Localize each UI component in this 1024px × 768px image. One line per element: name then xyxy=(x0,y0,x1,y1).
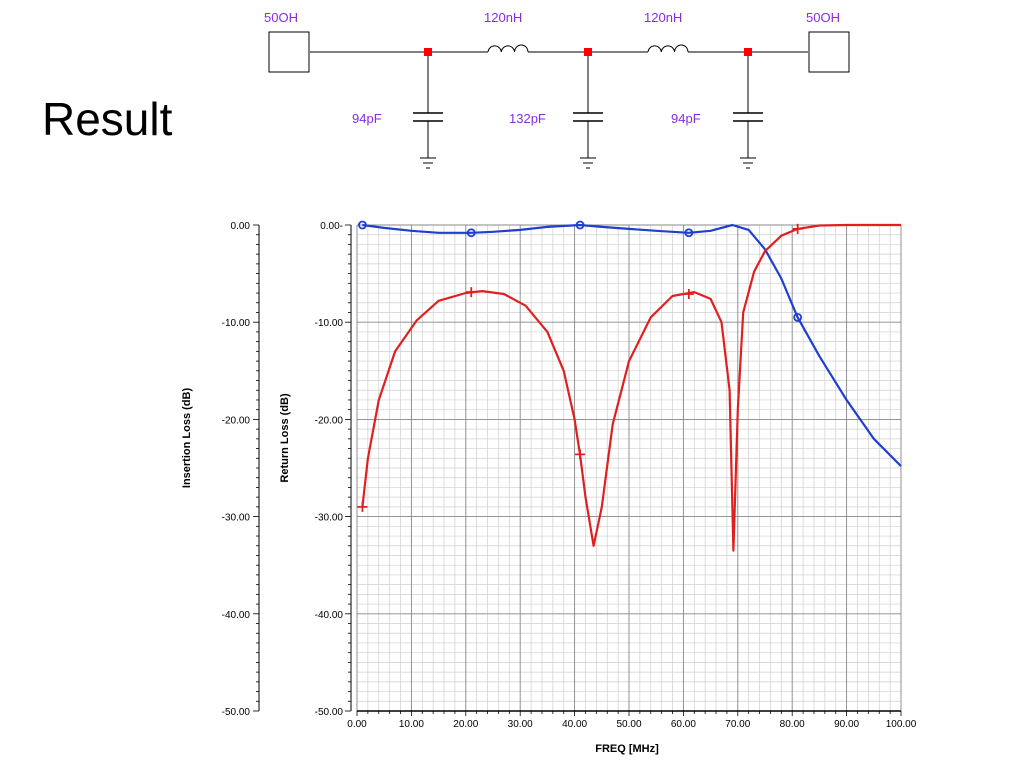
y-right-tick-label: -30.00 xyxy=(315,513,344,524)
series-line-1 xyxy=(362,223,902,467)
cap-3-label: 94pF xyxy=(671,111,701,126)
x-tick-label: 20.00 xyxy=(453,719,478,730)
node-marker-1 xyxy=(424,48,432,56)
series-marker-circle xyxy=(684,228,694,238)
slide-title: Result xyxy=(42,93,173,145)
x-tick-label: 90.00 xyxy=(834,719,859,730)
x-tick-label: 80.00 xyxy=(780,719,805,730)
y-right-tick-label: -10.00 xyxy=(315,318,344,329)
node-marker-2 xyxy=(584,48,592,56)
cap-2-label: 132pF xyxy=(509,111,546,126)
y-right-tick-label: 0.00- xyxy=(320,221,343,232)
port-right-box xyxy=(808,31,850,73)
series-marker-plus xyxy=(466,287,477,298)
x-tick-label: 10.00 xyxy=(399,719,424,730)
y-left-tick-label: -20.00 xyxy=(222,415,251,426)
series-marker-plus xyxy=(792,223,803,234)
x-tick-label: 100.00 xyxy=(886,719,917,730)
y-right-tick-label: -20.00 xyxy=(315,415,344,426)
y-left-tick-label: -10.00 xyxy=(222,318,251,329)
port-right-label: 50OH xyxy=(806,10,840,25)
schematic-diagram: 50OH 50OH 120nH 120nH 94pF 132pF 94pF xyxy=(264,10,850,169)
inductor-1-symbol xyxy=(487,44,529,53)
y-axis-left-ticks: 0.00 -10.00 -20.00 -30.00 -40.00 -50.00 xyxy=(222,221,251,718)
y-axis-right-ticks: 0.00- -10.00 -20.00 -30.00 -40.00 -50.00 xyxy=(315,221,344,718)
port-left-box xyxy=(268,31,310,73)
series-marker-plus xyxy=(683,289,694,300)
series-marker-plus xyxy=(357,501,368,512)
x-tick-label: 30.00 xyxy=(508,719,533,730)
y-left-tick-label: -40.00 xyxy=(222,610,251,621)
cap-1-label: 94pF xyxy=(352,111,382,126)
series-marker-circle xyxy=(358,220,367,230)
x-axis-ticks: 0.00 10.00 20.00 30.00 40.00 50.00 60.00 70.00 8… xyxy=(347,719,916,730)
series-marker-circle xyxy=(575,220,585,230)
series-marker-plus xyxy=(575,449,586,460)
y-axis-right-title: Return Loss (dB) xyxy=(279,393,291,483)
inductor-1-label: 120nH xyxy=(484,10,522,25)
node-marker-3 xyxy=(744,48,752,56)
x-tick-label: 60.00 xyxy=(671,719,696,730)
x-tick-label: 50.00 xyxy=(616,719,641,730)
x-axis-title: FREQ [MHz] xyxy=(595,743,659,755)
inductor-2-symbol xyxy=(647,44,689,53)
x-tick-label: 40.00 xyxy=(562,719,587,730)
series-line-2 xyxy=(361,223,901,552)
y-right-tick-label: -40.00 xyxy=(315,610,344,621)
x-tick-label: 70.00 xyxy=(725,719,750,730)
y-left-tick-label: -30.00 xyxy=(222,513,251,524)
shunt-cap-1 xyxy=(413,52,443,169)
series-marker-circle xyxy=(793,312,803,322)
y-left-tick-label: -50.00 xyxy=(222,707,251,718)
shunt-cap-3 xyxy=(733,52,763,169)
inductor-2-label: 120nH xyxy=(644,10,682,25)
chart-series xyxy=(357,220,902,552)
series-marker-circle xyxy=(466,228,476,238)
x-tick-label: 0.00 xyxy=(347,719,367,730)
y-right-tick-label: -50.00 xyxy=(315,707,344,718)
port-left-label: 50OH xyxy=(264,10,298,25)
shunt-cap-2 xyxy=(573,52,603,169)
y-axis-left-title: Insertion Loss (dB) xyxy=(181,388,193,489)
y-left-tick-label: 0.00 xyxy=(231,221,251,232)
chart-axes xyxy=(253,224,902,716)
